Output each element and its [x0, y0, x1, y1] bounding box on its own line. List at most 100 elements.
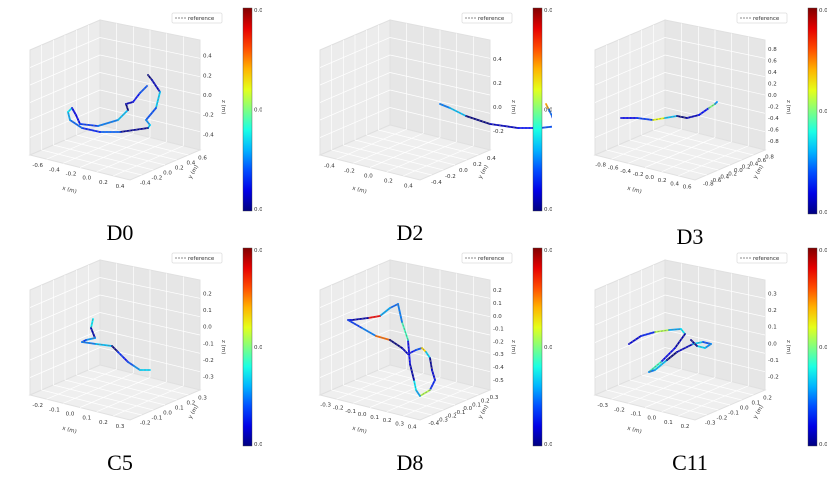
x-tick-label: 0.0: [364, 174, 373, 180]
x-tick-label: -0.1: [49, 407, 60, 413]
x-tick-label: 0.4: [670, 181, 679, 187]
y-tick-label: 0.0: [463, 406, 472, 412]
x-tick-label: -0.2: [614, 407, 625, 413]
x-tick-label: 0.4: [404, 184, 413, 190]
x-axis-label: x (m): [626, 186, 642, 196]
y-tick-label: -0.6: [711, 178, 722, 184]
reference-line: [621, 101, 718, 121]
colorbar-mid-label: 0.015: [544, 345, 552, 351]
y-ticks: -0.8-0.6-0.4-0.20.00.20.40.60.8: [703, 155, 774, 188]
legend: reference: [461, 252, 513, 264]
caption-c11: C11: [672, 450, 708, 475]
x-tick-label: 0.1: [82, 416, 91, 422]
plot-d8: reference-0.3-0.2-0.10.00.10.20.30.4x (m…: [318, 247, 552, 448]
legend: reference: [171, 252, 223, 264]
axes-panes: [28, 259, 202, 421]
y-tick-label: -0.2: [717, 416, 728, 422]
x-tick-label: 0.4: [116, 184, 125, 190]
y-tick-label: 0.2: [473, 162, 482, 168]
y-tick-label: -0.3: [705, 421, 716, 427]
y-tick-label: -0.2: [140, 421, 151, 427]
z-tick-label: 0.1: [768, 325, 777, 331]
y-ticks: -0.4-0.3-0.2-0.10.00.10.20.3: [428, 395, 498, 427]
x-tick-label: -0.4: [324, 164, 335, 170]
x-axis-label: x (m): [61, 426, 77, 436]
legend-label: reference: [753, 256, 780, 262]
z-tick-label: -0.1: [203, 341, 214, 347]
y-tick-label: 0.2: [175, 166, 184, 172]
y-tick-label: -0.1: [455, 410, 466, 416]
plot-d3: reference-0.8-0.6-0.4-0.20.00.20.40.6x (…: [593, 7, 827, 216]
z-tick-label: 0.2: [768, 308, 777, 314]
colorbar-max-label: 0.070: [544, 8, 552, 14]
reference-line: [346, 303, 436, 397]
panel-d0: reference -0.6 -0.4 -0.2 0.0 0.2 0.4 x (m) -0.4-…: [0, 0, 262, 215]
y-axis-label: y (m): [188, 164, 201, 180]
z-tick-label: 0.2: [493, 288, 502, 294]
plot-c5: reference-0.2-0.10.00.10.20.3x (m)-0.2-0…: [28, 247, 262, 448]
y-ticks: -0.4-0.20.0 0.2 0.4: [431, 156, 496, 186]
z-tick-label: -0.4: [768, 116, 779, 122]
z-tick-label: 0.2: [493, 81, 502, 87]
y-tick-label: 0.2: [742, 165, 751, 171]
y-tick-label: 0.1: [472, 402, 481, 408]
panel-d3: reference -0.8 -0.6 -0.4 -0.2 0.0 0.2 0.4 0.6 x (…: [565, 0, 827, 218]
x-tick-label: -0.2: [333, 406, 344, 412]
colorbar-max-label: 0.032: [254, 8, 262, 14]
x-ticks: -0.3-0.2-0.10.00.1 0.20.3 0.4: [320, 403, 417, 431]
z-tick-label: -0.3: [203, 375, 214, 381]
colorbar-min-label: 0.003: [544, 442, 552, 448]
colorbar: 0.012 0.007 0.002: [807, 7, 827, 216]
colorbar-min-label: 0.001: [254, 207, 262, 213]
x-tick-label: -0.1: [631, 411, 642, 417]
x-tick-label: -0.2: [633, 172, 644, 178]
grid: [29, 23, 201, 177]
x-tick-label: -0.3: [597, 403, 608, 409]
y-tick-label: 0.1: [752, 401, 761, 407]
z-tick-label: -0.4: [493, 365, 504, 371]
y-tick-label: -0.3: [437, 417, 448, 423]
x-tick-label: 0.1: [370, 415, 379, 421]
y-tick-label: 0.4: [750, 161, 759, 167]
x-axis-label: x (m): [61, 186, 77, 196]
colorbar-mid-label: 0.036: [544, 108, 552, 114]
z-tick-label: 0.4: [493, 57, 502, 63]
reference-line: [628, 328, 712, 373]
colorbar-mid-label: 0.007: [819, 109, 827, 115]
z-tick-label: -0.2: [768, 375, 779, 381]
colorbar-min-label: 0.002: [819, 210, 827, 216]
y-tick-label: 0.8: [765, 155, 774, 161]
colorbar: 0.028 0.015 0.003: [532, 247, 552, 448]
trajectory-segment: [75, 114, 81, 125]
z-ticks: 0.2 0.1 0.0 -0.1 -0.2 -0.3: [203, 291, 214, 380]
trajectory: [67, 74, 161, 133]
y-tick-label: 0.3: [490, 395, 499, 401]
plot-d0: reference-0.6-0.4-0.20.00.20.4x (m)-0.4-…: [28, 7, 262, 213]
y-tick-label: 0.4: [187, 161, 196, 167]
y-tick-label: 0.2: [187, 401, 196, 407]
x-tick-label: 0.0: [66, 411, 75, 417]
x-tick-label: 0.0: [647, 416, 656, 422]
colorbar: 0.012 0.007 0.002: [807, 247, 827, 448]
x-tick-label: 0.6: [683, 184, 692, 190]
z-tick-label: -0.2: [493, 129, 504, 135]
z-tick-label: 0.0: [203, 93, 212, 99]
x-tick-label: -0.8: [595, 163, 606, 169]
z-axis-label: z (m): [220, 100, 226, 114]
x-tick-label: -0.6: [608, 166, 619, 172]
x-tick-label: 0.0: [645, 175, 654, 181]
z-ticks: 0.8 0.6 0.4 0.2 0.0 -0.2 -0.4 -0.6 -0.8: [768, 47, 779, 145]
z-tick-label: -0.5: [493, 378, 504, 384]
z-ticks: 0.4 0.2 0.0 -0.2 -0.4: [203, 54, 214, 139]
legend-label: reference: [188, 16, 215, 22]
panel-c11: reference -0.3 -0.2 -0.1 0.0 0.1 0.2 x (m) -0.3-…: [565, 240, 827, 450]
x-axis-label: x (m): [626, 426, 642, 436]
x-axis-label: x (m): [351, 426, 367, 436]
x-tick-label: -0.2: [66, 171, 77, 177]
grid: [319, 263, 491, 417]
legend: reference: [461, 12, 513, 24]
x-tick-label: 0.4: [408, 424, 417, 430]
y-axis-label: y (m): [753, 404, 766, 420]
y-tick-label: 0.2: [763, 396, 772, 402]
legend-label: reference: [753, 16, 780, 22]
